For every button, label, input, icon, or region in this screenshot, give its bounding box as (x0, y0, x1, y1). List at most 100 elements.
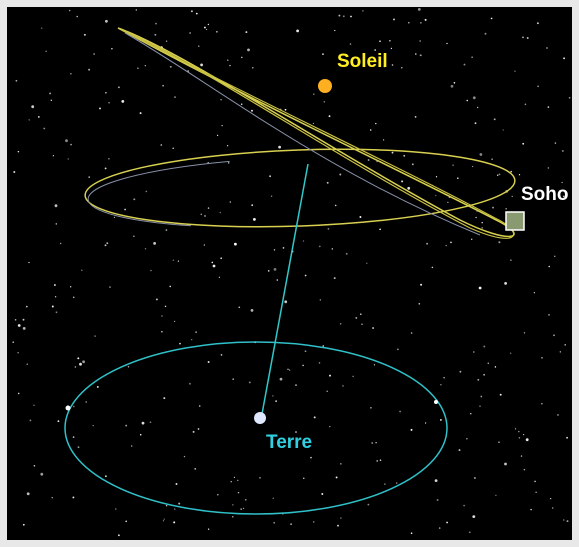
earth (254, 412, 266, 424)
star (83, 33, 86, 36)
star (22, 327, 26, 330)
star (410, 428, 413, 431)
earth-soho-line (261, 163, 309, 415)
star (383, 65, 386, 68)
halo-orbits (84, 27, 516, 239)
halo-orbit-loop-far (124, 32, 481, 236)
star (296, 29, 299, 33)
star (68, 9, 71, 12)
star (207, 361, 210, 363)
star (410, 332, 413, 334)
star (339, 323, 342, 325)
star (534, 480, 536, 483)
star (479, 405, 481, 407)
star (241, 56, 243, 59)
star (495, 494, 497, 497)
star (566, 520, 569, 523)
star (162, 520, 165, 522)
star (502, 129, 504, 131)
star (195, 331, 197, 333)
star (338, 14, 341, 17)
star (329, 426, 331, 428)
star (475, 216, 477, 219)
star (493, 118, 496, 121)
star (568, 96, 571, 99)
star (284, 300, 288, 304)
star (53, 284, 56, 286)
star (245, 31, 248, 34)
star (340, 463, 342, 465)
earth-label: Terre (266, 432, 312, 453)
star (327, 228, 330, 230)
star (28, 261, 30, 264)
star (318, 245, 321, 248)
star (471, 165, 474, 168)
star (233, 476, 236, 479)
star (554, 255, 556, 257)
star (118, 534, 120, 537)
star (466, 438, 468, 440)
star (481, 227, 484, 229)
star (510, 259, 512, 261)
star (472, 515, 476, 518)
star (523, 332, 526, 334)
star (26, 492, 30, 496)
star (125, 424, 128, 427)
star (393, 18, 395, 21)
star (391, 64, 394, 66)
star (419, 40, 421, 42)
star (200, 213, 203, 216)
star (200, 63, 204, 67)
star (153, 242, 157, 245)
star (76, 15, 78, 18)
star (169, 285, 172, 288)
star (232, 515, 234, 518)
star (391, 151, 394, 154)
star (564, 344, 566, 346)
star (220, 257, 223, 260)
sun-label: Soleil (337, 51, 388, 72)
star (72, 405, 75, 408)
star (191, 339, 193, 341)
star (415, 53, 417, 55)
star (396, 348, 399, 351)
star (435, 194, 437, 197)
star (483, 373, 485, 376)
star (490, 17, 493, 20)
star (480, 395, 483, 398)
star (188, 382, 191, 385)
star (424, 18, 427, 21)
star (70, 286, 72, 288)
star (379, 40, 381, 43)
star (94, 335, 96, 337)
star (334, 204, 337, 207)
star (420, 283, 423, 286)
star (273, 268, 277, 271)
star (144, 65, 146, 67)
star (72, 296, 75, 299)
star (334, 29, 336, 32)
star (498, 173, 501, 176)
star (505, 207, 508, 210)
star (169, 65, 172, 68)
star (135, 9, 138, 11)
star (359, 216, 362, 218)
star (546, 47, 548, 49)
star (367, 159, 370, 161)
star (453, 82, 456, 84)
star (436, 499, 439, 501)
star (523, 468, 526, 471)
star (155, 298, 158, 301)
star (204, 215, 206, 217)
star (15, 79, 18, 82)
star (342, 385, 344, 387)
star (252, 67, 254, 69)
star (537, 85, 539, 88)
star (55, 311, 58, 314)
star (145, 190, 148, 193)
soho-label: Soho (521, 184, 569, 205)
star (384, 483, 386, 485)
star (337, 524, 339, 527)
star (232, 378, 234, 380)
star (471, 56, 473, 59)
